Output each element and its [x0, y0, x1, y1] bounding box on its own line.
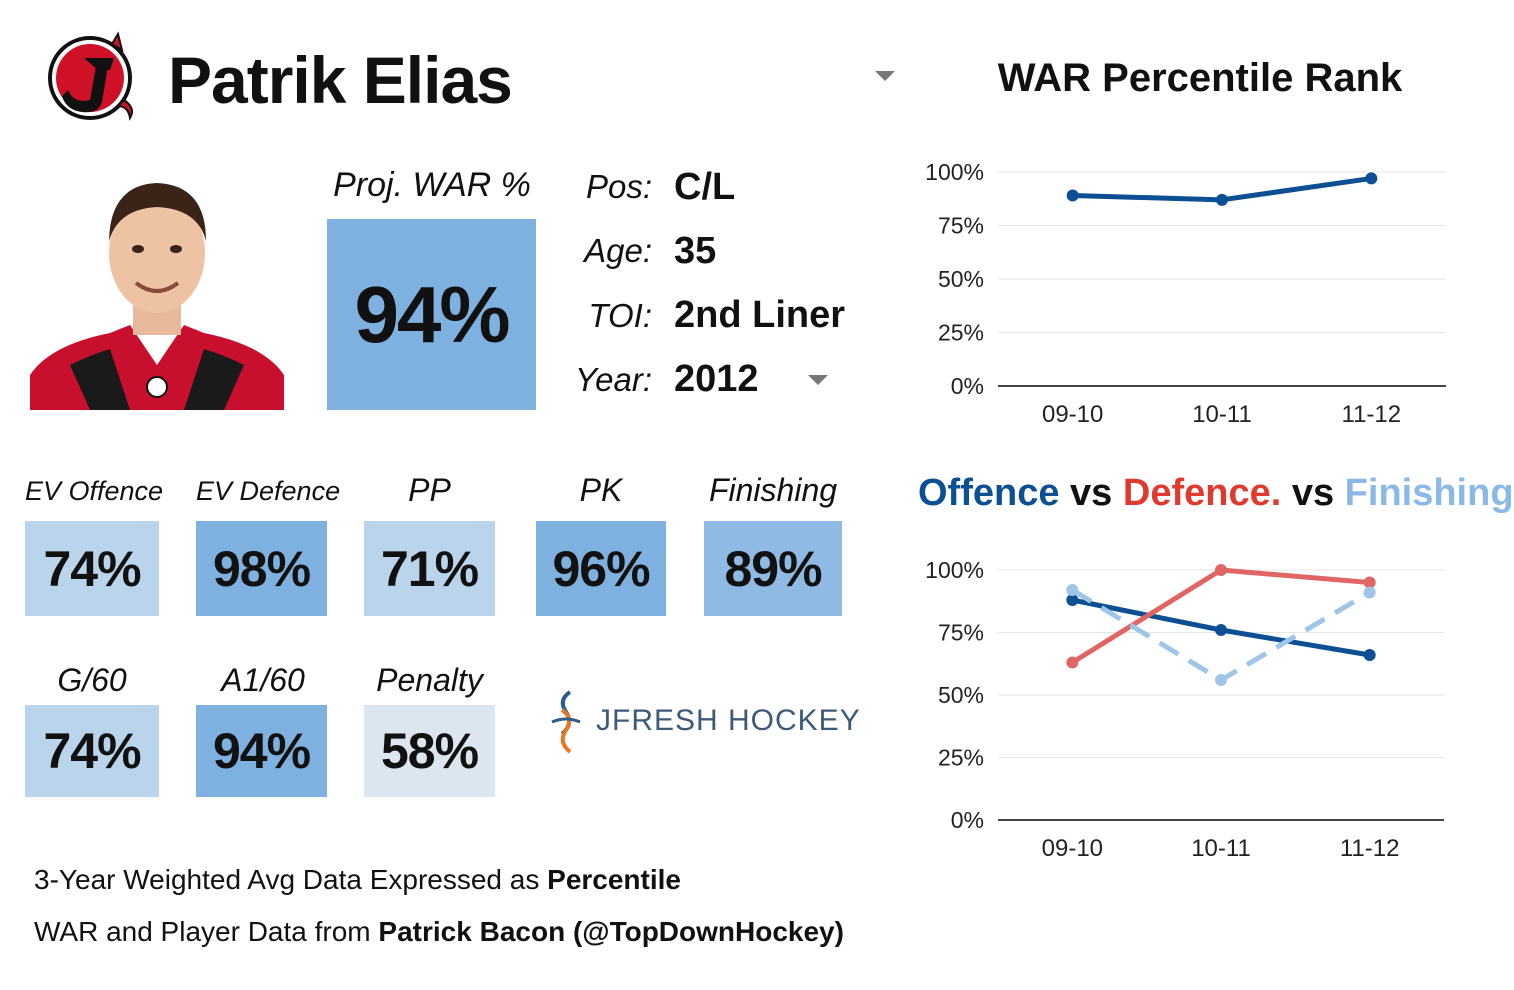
year-value[interactable]: 2012	[674, 358, 759, 400]
comparison-chart-title: Offence vs Defence. vs Finishing	[918, 472, 1514, 515]
year-dropdown-caret-icon[interactable]	[808, 375, 828, 385]
comparison-chart-data-point	[1363, 586, 1376, 599]
metric-label-pk: PK	[579, 472, 623, 508]
player-name: Patrik Elias	[168, 43, 513, 117]
proj-war-value: 94%	[327, 219, 536, 410]
comparison-chart-data-point	[1215, 624, 1227, 636]
war-chart-title: WAR Percentile Rank	[997, 56, 1403, 100]
comparison-chart-ytick-label: 100%	[925, 557, 984, 583]
offence-defence-finishing-chart: 0% 25% 50% 75% 100% 09-10 10-11 11-12	[925, 557, 1444, 862]
metric-value-a160: 94%	[196, 705, 327, 797]
war-chart-data-point	[1066, 189, 1079, 202]
comparison-chart-data-point	[1215, 674, 1227, 686]
metric-label-pp: PP	[408, 472, 451, 508]
pos-value: C/L	[674, 166, 736, 208]
comparison-chart-xtick-label: 10-11	[1191, 835, 1251, 862]
comparison-chart-data-point	[1066, 594, 1079, 606]
age-label: Age:	[584, 232, 652, 269]
metric-label-a160: A1/60	[221, 662, 305, 698]
comparison-chart-xtick-label: 11-12	[1340, 835, 1400, 862]
metric-value-finishing: 89%	[704, 521, 842, 616]
war-chart-xtick-label: 09-10	[1042, 401, 1103, 428]
comparison-chart-xtick-label: 09-10	[1042, 835, 1103, 862]
toi-label: TOI:	[588, 297, 652, 334]
brand-text: JFRESH HOCKEY	[596, 704, 861, 737]
toi-value: 2nd Liner	[674, 294, 846, 336]
metric-value-ev-defence: 98%	[196, 521, 327, 616]
war-chart-ytick-label: 0%	[951, 373, 984, 399]
comparison-chart-ytick-label: 25%	[938, 745, 984, 771]
comparison-chart-data-point	[1363, 576, 1376, 589]
metric-value-penalty: 58%	[364, 705, 495, 797]
war-chart-data-point	[1216, 193, 1228, 206]
player-dropdown-caret-icon[interactable]	[875, 71, 895, 81]
war-chart-xtick-label: 11-12	[1342, 401, 1402, 428]
title-part-vs-2: vs	[1281, 472, 1345, 514]
comparison-chart-ytick-label: 0%	[951, 807, 984, 833]
war-chart-data-point	[1365, 172, 1378, 185]
metric-label-ev-defence: EV Defence	[196, 476, 341, 506]
metric-label-finishing: Finishing	[708, 472, 838, 508]
jfresh-hockey-logo-icon	[551, 690, 581, 754]
title-part-vs-1: vs	[1059, 472, 1123, 514]
pos-label: Pos:	[585, 168, 652, 205]
comparison-chart-ytick-label: 50%	[938, 682, 984, 708]
devils-logo-icon	[48, 31, 133, 121]
proj-war-label: Proj. WAR %	[333, 166, 531, 204]
metric-label-g60: G/60	[57, 662, 127, 698]
comparison-chart-ytick-label: 75%	[938, 620, 984, 646]
metric-value-pk: 96%	[536, 521, 666, 616]
war-chart-ytick-label: 75%	[938, 213, 984, 239]
metric-value-ev-offence: 74%	[25, 521, 159, 616]
metric-value-g60: 74%	[25, 705, 159, 797]
war-chart-ytick-label: 25%	[938, 320, 984, 346]
title-part-defence: Defence.	[1122, 472, 1282, 514]
metric-label-penalty: Penalty	[376, 662, 483, 698]
footer-line-1: 3-Year Weighted Avg Data Expressed as Pe…	[34, 864, 681, 895]
war-chart-ytick-label: 100%	[925, 159, 984, 185]
war-chart-xtick-label: 10-11	[1192, 401, 1252, 428]
footer-line-2: WAR and Player Data from Patrick Bacon (…	[34, 916, 844, 947]
age-value: 35	[674, 230, 717, 272]
metric-value-pp: 71%	[364, 521, 495, 616]
comparison-chart-data-point	[1066, 656, 1079, 669]
comparison-chart-data-point	[1363, 649, 1376, 661]
year-label: Year:	[574, 361, 652, 398]
comparison-chart-data-point	[1066, 584, 1079, 596]
title-part-finishing: Finishing	[1344, 472, 1514, 514]
comparison-chart-data-point	[1215, 564, 1227, 576]
war-percentile-chart: 0% 25% 50% 75% 100% 09-10 10-11 11-12	[925, 159, 1446, 428]
metric-label-ev-offence: EV Offence	[25, 476, 164, 506]
player-photo	[30, 165, 284, 410]
title-part-offence: Offence	[918, 472, 1060, 514]
war-chart-ytick-label: 50%	[938, 266, 984, 292]
